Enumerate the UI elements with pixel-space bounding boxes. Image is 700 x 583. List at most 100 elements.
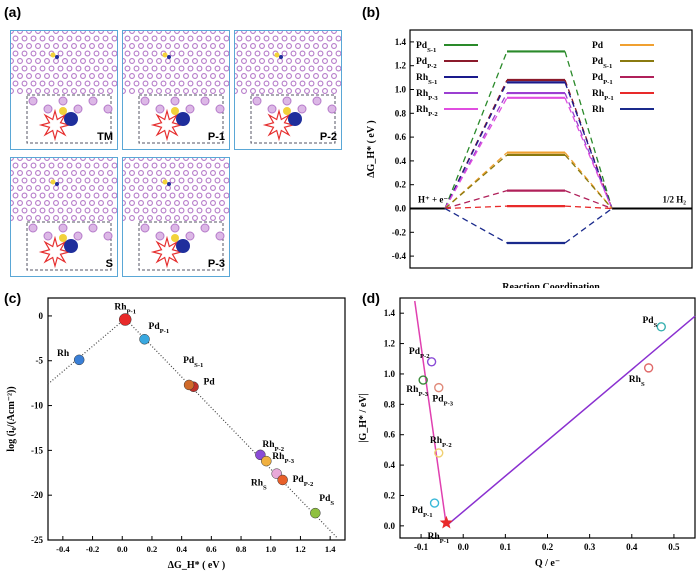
lattice-atom	[272, 80, 279, 87]
lattice-atom	[129, 185, 135, 191]
point-label: PdP-1	[149, 322, 170, 335]
lattice-atom	[147, 43, 153, 49]
lattice-atom	[286, 88, 292, 94]
lattice-atom	[205, 192, 212, 199]
lattice-atom	[11, 31, 14, 34]
lattice-atom	[129, 158, 135, 161]
volcano-plot: -0.4 -0.2 0.0 0.2 0.4 0.6 0.8 1.0 1.2 1.4 0 -5 -10 -1…	[6, 297, 346, 571]
panel-b: (b) -0.4 -0.2 0.0 0.2 0.4 0.6 0.8 1.0 1.2 1.4 ΔG_H…	[350, 0, 700, 293]
lattice-atom	[26, 158, 32, 161]
lattice-atom	[138, 215, 144, 221]
initial-state-label: H⁺ + e⁻	[418, 195, 448, 205]
x-tick-label: 0.2	[542, 542, 554, 552]
lattice-atom	[169, 162, 176, 169]
y-tick-label: -0.2	[392, 227, 407, 237]
lattice-atom	[75, 207, 82, 214]
structure-tile: TM	[10, 30, 118, 150]
lattice-atom	[35, 58, 41, 64]
y-axis-label: log (i₀/(Acm⁻²))	[6, 386, 17, 451]
lattice-atom	[241, 31, 247, 34]
lattice-atom	[219, 158, 225, 161]
lattice-atom	[12, 80, 19, 87]
lattice-atom	[322, 58, 328, 64]
point-label: PdP-2	[409, 347, 430, 360]
lattice-atom	[201, 31, 207, 34]
lattice-atom	[165, 215, 171, 221]
free-energy-diagram: -0.4 -0.2 0.0 0.2 0.4 0.6 0.8 1.0 1.2 1.4 ΔG_H* ( …	[366, 29, 693, 293]
lattice-atom	[124, 192, 131, 199]
lattice-atom	[299, 50, 306, 57]
lattice-atom	[205, 207, 212, 214]
y-tick-label: -15	[31, 445, 43, 455]
lattice-atom	[80, 200, 86, 206]
lattice-atom	[133, 35, 140, 42]
lattice-atom	[129, 88, 135, 94]
lattice-atom	[147, 158, 153, 161]
lattice-atom	[156, 185, 162, 191]
lattice-atom	[165, 185, 171, 191]
lattice-atom	[80, 58, 86, 64]
lattice-atom	[30, 80, 37, 87]
data-point	[643, 363, 654, 373]
lattice-atom	[304, 43, 310, 49]
lattice-atom	[107, 215, 113, 221]
inset-atom	[140, 96, 150, 106]
lattice-atom	[322, 43, 328, 49]
lattice-atom	[317, 65, 324, 72]
inset-atom	[88, 96, 98, 106]
lattice-atom	[313, 58, 319, 64]
lattice-atom	[12, 207, 19, 214]
inset-atom	[103, 104, 113, 114]
lattice-atom	[107, 170, 113, 176]
lattice-atom	[254, 65, 261, 72]
lattice-atom	[151, 50, 158, 57]
lattice-atom	[138, 88, 144, 94]
y-tick-label: -10	[31, 401, 43, 411]
lattice-atom	[17, 31, 23, 34]
inset-atom	[58, 96, 68, 106]
lattice-atom	[223, 162, 229, 169]
lattice-atom	[192, 215, 198, 221]
lattice-atom	[57, 192, 64, 199]
inset-atom	[185, 104, 195, 114]
lattice-atom	[223, 65, 229, 72]
lattice-atom	[151, 80, 158, 87]
lattice-atom	[80, 215, 86, 221]
lattice-atom	[53, 158, 59, 161]
lattice-atom	[111, 177, 117, 184]
lattice-atom	[124, 80, 131, 87]
lattice-atom	[196, 50, 203, 57]
legend-label: Pd	[592, 41, 604, 51]
panel-c-label: (c)	[4, 290, 22, 306]
y-tick-label: 1.2	[384, 339, 396, 349]
lattice-atom	[245, 80, 252, 87]
lattice-atom	[62, 43, 68, 49]
plot-frame	[409, 29, 693, 269]
lattice-atom	[192, 158, 198, 161]
panel-a-label: (a)	[4, 4, 22, 20]
lattice-atom	[205, 50, 212, 57]
lattice-atom	[123, 185, 126, 191]
lattice-atom	[147, 31, 153, 34]
lattice-atom	[53, 73, 59, 79]
lattice-atom	[219, 215, 225, 221]
lattice-atom	[142, 162, 149, 169]
lattice-atom	[107, 88, 113, 94]
lattice-atom	[178, 177, 185, 184]
lattice-atom	[174, 185, 180, 191]
lattice-atom	[48, 162, 55, 169]
lattice-atom	[165, 73, 171, 79]
lattice-atom	[169, 192, 176, 199]
connector-line	[564, 154, 613, 209]
dopant-center	[283, 107, 291, 115]
lattice-atom	[39, 35, 46, 42]
lattice-atom	[219, 43, 225, 49]
lattice-atom	[123, 215, 126, 221]
lattice-atom	[62, 185, 68, 191]
lattice-atom	[84, 50, 91, 57]
charge-vs-energy-plot: -0.1 0.0 0.1 0.2 0.3 0.4 0.5 0.0 0.2 0.4 0.6 0.8 1.0…	[358, 297, 696, 569]
lattice-atom	[205, 65, 212, 72]
lattice-atom	[93, 80, 100, 87]
x-axis-label: ΔG_H* ( eV )	[168, 560, 225, 571]
lattice-atom	[183, 43, 189, 49]
